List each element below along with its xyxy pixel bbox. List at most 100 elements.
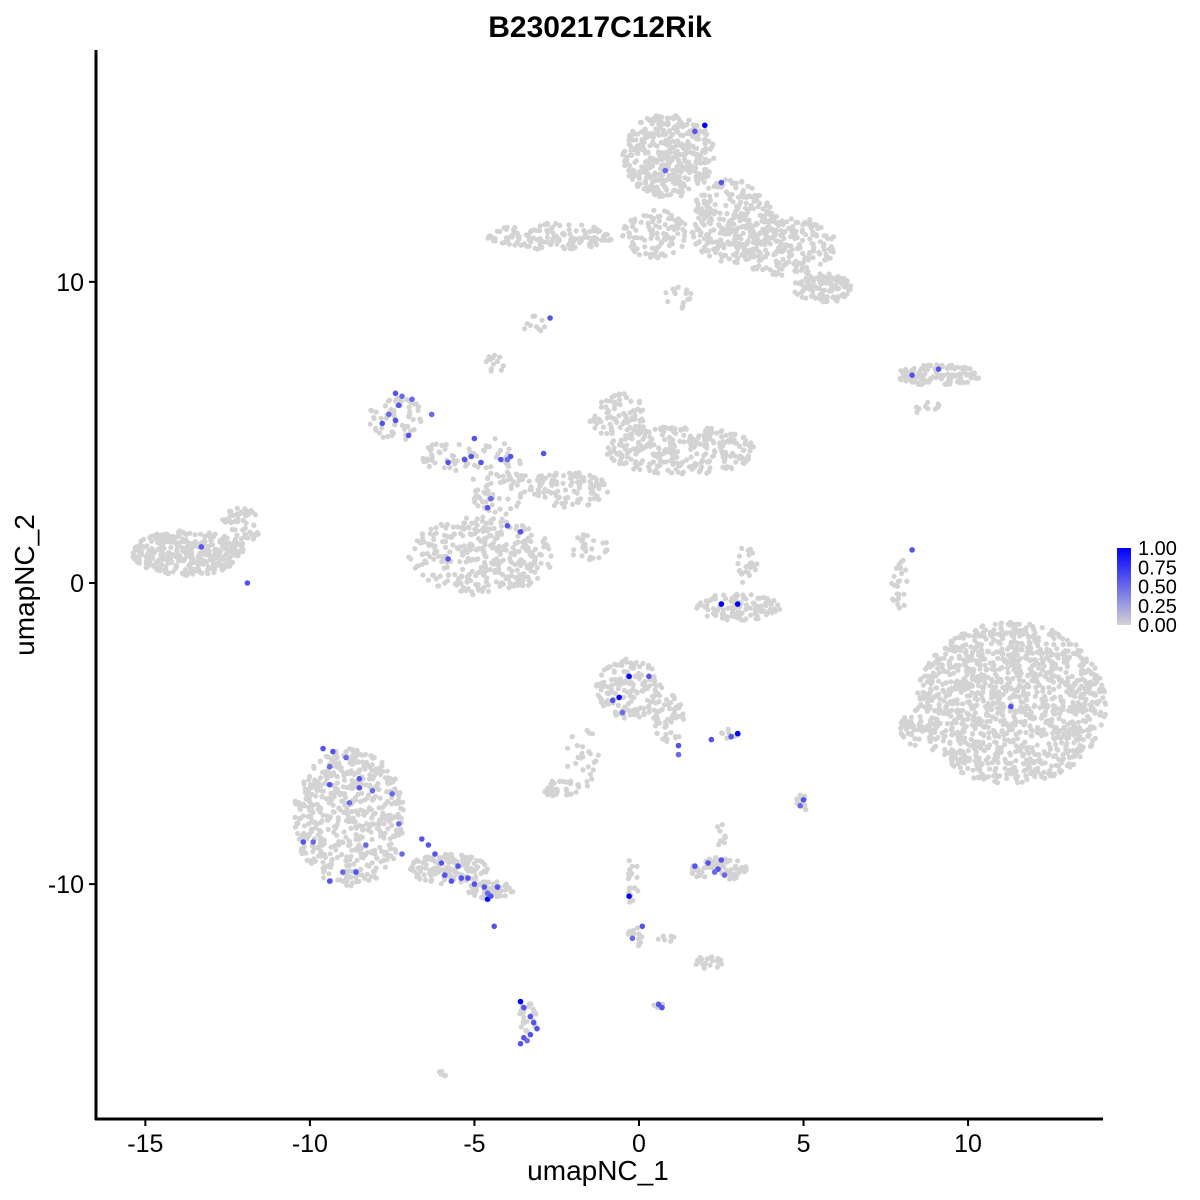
cell-point (223, 516, 229, 523)
cell-point (149, 538, 155, 544)
cell-point (583, 548, 589, 555)
cell-point (972, 758, 978, 764)
cell-point (1000, 691, 1006, 698)
cell-point (488, 560, 495, 566)
cell-point (611, 445, 617, 451)
cell-point (1089, 704, 1095, 710)
cell-point (992, 667, 998, 673)
cell-point (971, 713, 977, 719)
cell-point (696, 136, 702, 142)
cell-point (460, 524, 466, 530)
cell-point (631, 146, 637, 152)
cell-point (711, 227, 717, 233)
cell-point (542, 494, 548, 500)
cell-point (523, 232, 529, 238)
cell-point (718, 447, 724, 453)
cell-point (792, 289, 798, 295)
cell-point (665, 153, 672, 160)
cell-point (1051, 641, 1057, 648)
cell-point (773, 607, 779, 613)
cell-point (1100, 695, 1106, 701)
cell-point (494, 228, 500, 234)
cell-point (392, 786, 398, 792)
cell-point (1008, 639, 1014, 645)
cell-point (460, 584, 466, 590)
cell-point (1078, 747, 1085, 753)
cell-point (455, 524, 461, 530)
cell-point (1092, 665, 1098, 671)
cell-point (508, 506, 514, 512)
cell-point (713, 249, 719, 256)
cell-point (1061, 725, 1068, 732)
cell-point (596, 555, 602, 561)
cell-point (898, 725, 904, 732)
cell-point (670, 692, 676, 699)
cell-point (619, 452, 625, 458)
cell-point (398, 398, 404, 404)
cell-point (620, 232, 626, 238)
cell-point (158, 532, 164, 538)
cell-point (709, 144, 715, 150)
cell-point (1007, 630, 1013, 636)
cell-point (776, 245, 782, 251)
cell-point (548, 490, 554, 496)
cell-point (1094, 679, 1100, 685)
cell-point (584, 533, 590, 539)
cell-point (1098, 709, 1104, 715)
cell-point (700, 147, 707, 153)
cell-point (169, 551, 175, 557)
cell-point (544, 221, 551, 227)
cell-point (406, 404, 412, 410)
cell-point (640, 660, 646, 667)
cell-point (774, 238, 780, 244)
cell-point (498, 529, 504, 535)
cell-point (1094, 701, 1100, 707)
cell-point (420, 535, 426, 542)
cell-point (951, 749, 957, 755)
cell-point (748, 592, 754, 598)
background-points (130, 113, 1109, 1079)
cell-point (150, 533, 156, 539)
cell-point (1056, 716, 1062, 722)
cell-point (963, 724, 969, 730)
cell-point (826, 246, 833, 252)
cell-point (690, 122, 696, 128)
cell-point (524, 321, 530, 327)
cell-point (733, 614, 739, 620)
cell-point (442, 446, 448, 452)
cell-point (566, 222, 572, 228)
cell-point (998, 620, 1005, 626)
cell-point (970, 673, 976, 679)
cell-point (538, 237, 544, 243)
cell-point (621, 461, 627, 467)
cell-point (981, 748, 988, 754)
cell-point (694, 451, 700, 457)
cell-point (232, 536, 238, 542)
cell-point (373, 425, 379, 432)
cell-point (631, 665, 637, 671)
cell-point (638, 446, 645, 452)
cell-point (197, 531, 204, 537)
cell-point (708, 217, 714, 223)
cell-point (916, 374, 922, 381)
cell-point (545, 785, 551, 791)
cell-point (675, 284, 681, 290)
cell-point (1009, 727, 1015, 733)
cell-point (743, 602, 750, 608)
cell-point (465, 586, 471, 592)
cell-point (1066, 641, 1072, 648)
cell-point (1022, 719, 1028, 726)
cell-point (984, 744, 990, 750)
cell-point (711, 440, 717, 446)
cell-point (506, 471, 512, 477)
cell-point (670, 138, 677, 144)
cell-point (653, 223, 659, 229)
cell-point (518, 492, 524, 498)
cell-point (617, 424, 623, 430)
cell-point (541, 540, 547, 546)
cell-point (406, 412, 412, 418)
cell-point (567, 231, 573, 237)
cell-point (1026, 684, 1032, 690)
cell-point (982, 723, 988, 729)
cell-point (439, 442, 445, 448)
